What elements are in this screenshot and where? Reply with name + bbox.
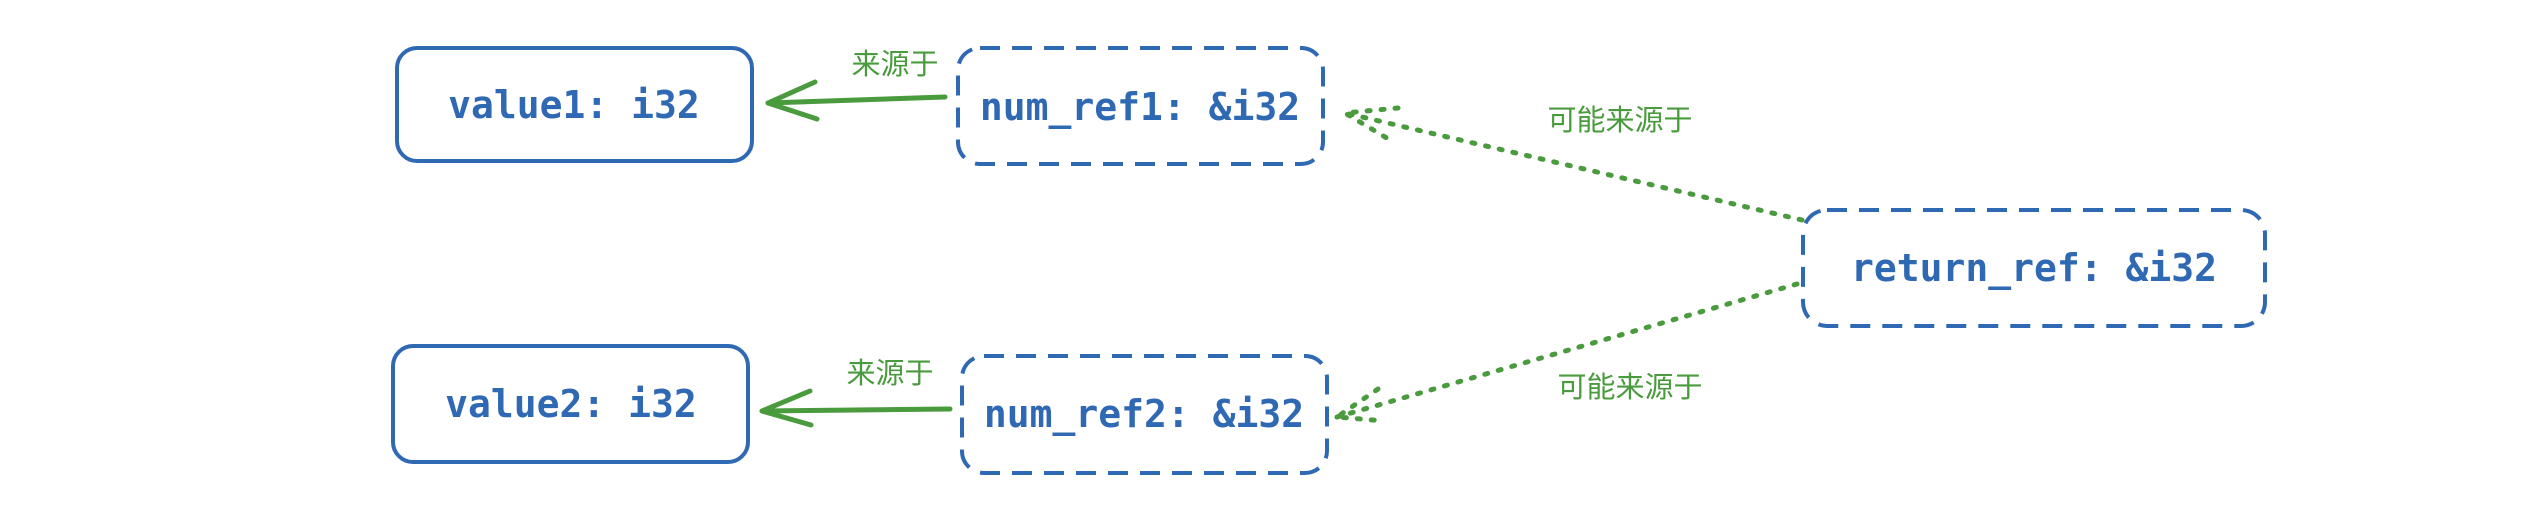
- edge-ref1-to-value1: 来源于: [765, 47, 948, 122]
- arrow-return-to-ref1: [1342, 110, 1805, 223]
- arrow-return-to-ref2: [1334, 281, 1800, 420]
- num-ref1-label: num_ref1: &i32: [980, 85, 1300, 129]
- return-ref-node: return_ref: &i32: [1801, 208, 2267, 328]
- return-ref-box: [1801, 208, 2267, 328]
- num-ref1-node: num_ref1: &i32: [956, 46, 1325, 166]
- num-ref1-box: [956, 46, 1325, 166]
- label-ref2-to-value2: 来源于: [846, 356, 933, 390]
- value1-label: value1: i32: [448, 83, 700, 127]
- label-return-to-ref1: 可能来源于: [1547, 103, 1692, 137]
- arrow-ref2-to-value2: [759, 406, 953, 414]
- arrow-ref1-to-value1: [765, 94, 948, 106]
- edge-ref2-to-value2: 来源于: [759, 356, 953, 428]
- value1-box: [395, 46, 754, 163]
- value2-node: value2: i32: [391, 344, 750, 464]
- num-ref2-label: num_ref2: &i32: [984, 392, 1304, 436]
- value1-node: value1: i32: [395, 46, 754, 163]
- edge-return-to-ref2: 可能来源于: [1334, 281, 1800, 424]
- label-ref1-to-value1: 来源于: [851, 47, 938, 81]
- arrowhead-ref1-to-value1: [765, 79, 820, 122]
- edge-return-to-ref1: 可能来源于: [1342, 103, 1805, 223]
- arrowhead-ref2-to-value2: [759, 388, 814, 428]
- value2-box: [391, 344, 750, 464]
- num-ref2-node: num_ref2: &i32: [960, 354, 1329, 475]
- num-ref2-box: [960, 354, 1329, 475]
- return-ref-label: return_ref: &i32: [1851, 246, 2217, 290]
- arrowhead-return-to-ref1: [1342, 105, 1401, 143]
- label-return-to-ref2: 可能来源于: [1557, 370, 1702, 404]
- value2-label: value2: i32: [445, 382, 697, 426]
- arrowhead-return-to-ref2: [1334, 386, 1388, 424]
